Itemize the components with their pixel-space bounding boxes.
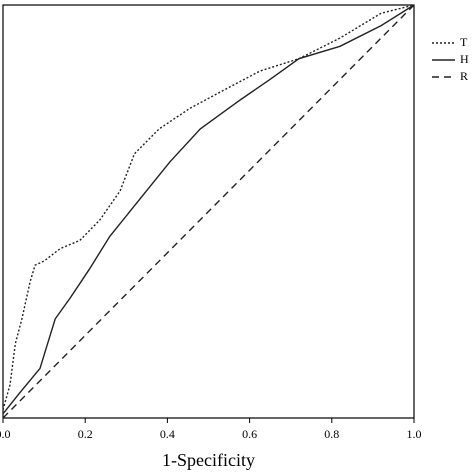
- legend-label: H: [460, 52, 469, 66]
- legend-label: R: [460, 69, 468, 83]
- legend-label: T: [460, 35, 468, 49]
- roc-curve: [2, 4, 415, 410]
- x-tick-label: 0.4: [160, 427, 175, 441]
- x-tick-label: 0.6: [242, 427, 257, 441]
- x-tick-label: 0.2: [78, 427, 93, 441]
- x-tick-label: 0.8: [324, 427, 339, 441]
- roc-curve: [2, 4, 415, 415]
- x-tick-label: 0.0: [0, 427, 11, 441]
- plot-frame: [2, 4, 415, 419]
- x-tick-label: 1.0: [407, 427, 422, 441]
- roc-curve: [2, 4, 415, 419]
- x-axis-title: 1-Specificity: [162, 450, 255, 470]
